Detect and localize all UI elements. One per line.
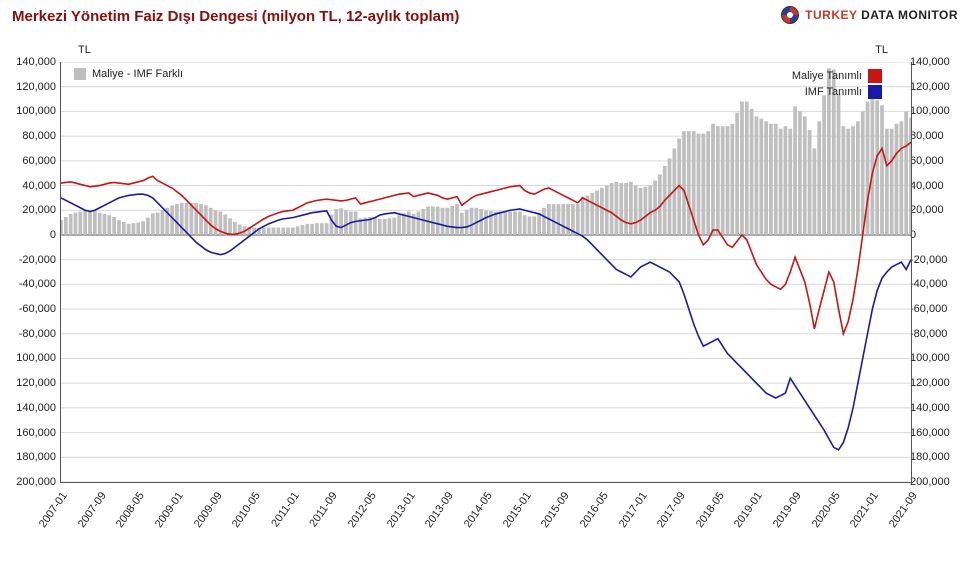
x-tick-label: 2020-05 (810, 490, 843, 530)
chart-title: Merkezi Yönetim Faiz Dışı Dengesi (milyo… (12, 8, 459, 25)
legend-lines: Maliye Tanımlı IMF Tanımlı (792, 68, 882, 100)
brand-red: TURKEY (805, 8, 857, 22)
y-tick-label-left: -40,000 (0, 278, 56, 290)
y-tick-label-left: 80,000 (0, 130, 56, 142)
x-tick-label: 2011-01 (269, 490, 302, 529)
y-tick-label-left: 180,000 (0, 451, 56, 463)
y-tick-label-right: 120,000 (910, 377, 970, 389)
y-tick-label-right: 0 (910, 229, 970, 241)
x-tick-label: 2018-05 (694, 490, 727, 530)
y-tick-label-left: -60,000 (0, 303, 56, 315)
y-tick-label-left: -20,000 (0, 254, 56, 266)
x-tick-label: 2009-01 (153, 490, 186, 530)
y-tick-label-left: 0 (0, 229, 56, 241)
legend-line1-swatch-icon (868, 69, 882, 83)
y-tick-label-right: -80,000 (910, 328, 970, 340)
x-tick-label: 2007-01 (37, 490, 70, 530)
y-tick-label-right: 140,000 (910, 402, 970, 414)
y-tick-label-right: 60,000 (910, 155, 970, 167)
y-tick-label-left: 60,000 (0, 155, 56, 167)
x-tick-label: 2017-09 (655, 490, 688, 530)
x-tick-label: 2012-05 (346, 490, 379, 530)
legend-bars: Maliye - IMF Farklı (74, 68, 183, 80)
brand: TURKEY DATA MONITOR (781, 6, 958, 24)
chart-area: TL TL Maliye - IMF Farklı Maliye Tanımlı… (0, 40, 970, 570)
brand-logo-icon (781, 6, 799, 24)
legend-bars-label: Maliye - IMF Farklı (92, 68, 183, 80)
y-tick-label-left: 40,000 (0, 180, 56, 192)
x-tick-label: 2019-09 (771, 490, 804, 530)
y-tick-label-right: 140,000 (910, 56, 970, 68)
y-tick-label-right: 100,000 (910, 105, 970, 117)
x-tick-label: 2015-09 (539, 490, 572, 530)
y-tick-label-left: 100,000 (0, 105, 56, 117)
x-tick-label: 2019-01 (732, 490, 765, 530)
x-tick-label: 2013-09 (423, 490, 456, 530)
legend-line1-label: Maliye Tanımlı (792, 68, 862, 84)
x-tick-label: 2007-09 (75, 490, 108, 530)
x-axis-labels: 2007-012007-092008-052009-012009-092010-… (60, 484, 910, 564)
y-tick-label-left: 120,000 (0, 377, 56, 389)
y-tick-label-left: 140,000 (0, 56, 56, 68)
y-axis-label-right: TL (875, 44, 888, 56)
y-tick-label-right: -60,000 (910, 303, 970, 315)
x-tick-label: 2016-05 (578, 490, 611, 530)
plot-area (60, 62, 912, 483)
x-tick-label: 2009-09 (191, 490, 224, 530)
x-tick-label: 2011-09 (308, 490, 341, 529)
x-tick-label: 2017-01 (616, 490, 649, 530)
y-tick-label-right: 180,000 (910, 451, 970, 463)
y-tick-label-left: 140,000 (0, 402, 56, 414)
y-tick-label-right: 120,000 (910, 81, 970, 93)
x-tick-label: 2021-01 (848, 490, 881, 530)
legend-line2-swatch-icon (868, 85, 882, 99)
x-tick-label: 2013-01 (385, 490, 418, 530)
y-tick-label-left: 160,000 (0, 427, 56, 439)
y-tick-label-right: -20,000 (910, 254, 970, 266)
x-tick-label: 2014-05 (462, 490, 495, 530)
y-tick-label-right: 40,000 (910, 180, 970, 192)
y-tick-label-right: 20,000 (910, 204, 970, 216)
y-tick-label-left: 120,000 (0, 81, 56, 93)
legend-line2-label: IMF Tanımlı (805, 84, 862, 100)
x-tick-label: 2010-05 (230, 490, 263, 530)
y-tick-label-left: 100,000 (0, 352, 56, 364)
x-tick-label: 2015-01 (500, 490, 533, 530)
chart-svg (61, 62, 911, 482)
y-tick-label-right: 80,000 (910, 130, 970, 142)
y-tick-label-left: 200,000 (0, 476, 56, 488)
legend-bars-swatch-icon (74, 68, 86, 80)
y-tick-label-right: 100,000 (910, 352, 970, 364)
brand-text: TURKEY DATA MONITOR (805, 8, 958, 22)
y-tick-label-right: 160,000 (910, 427, 970, 439)
y-tick-label-right: 200,000 (910, 476, 970, 488)
x-tick-label: 2021-09 (887, 490, 920, 530)
y-tick-label-right: -40,000 (910, 278, 970, 290)
y-tick-label-left: -80,000 (0, 328, 56, 340)
y-axis-label-left: TL (78, 44, 91, 56)
x-tick-label: 2008-05 (114, 490, 147, 530)
brand-dark: DATA MONITOR (857, 8, 958, 22)
y-tick-label-left: 20,000 (0, 204, 56, 216)
